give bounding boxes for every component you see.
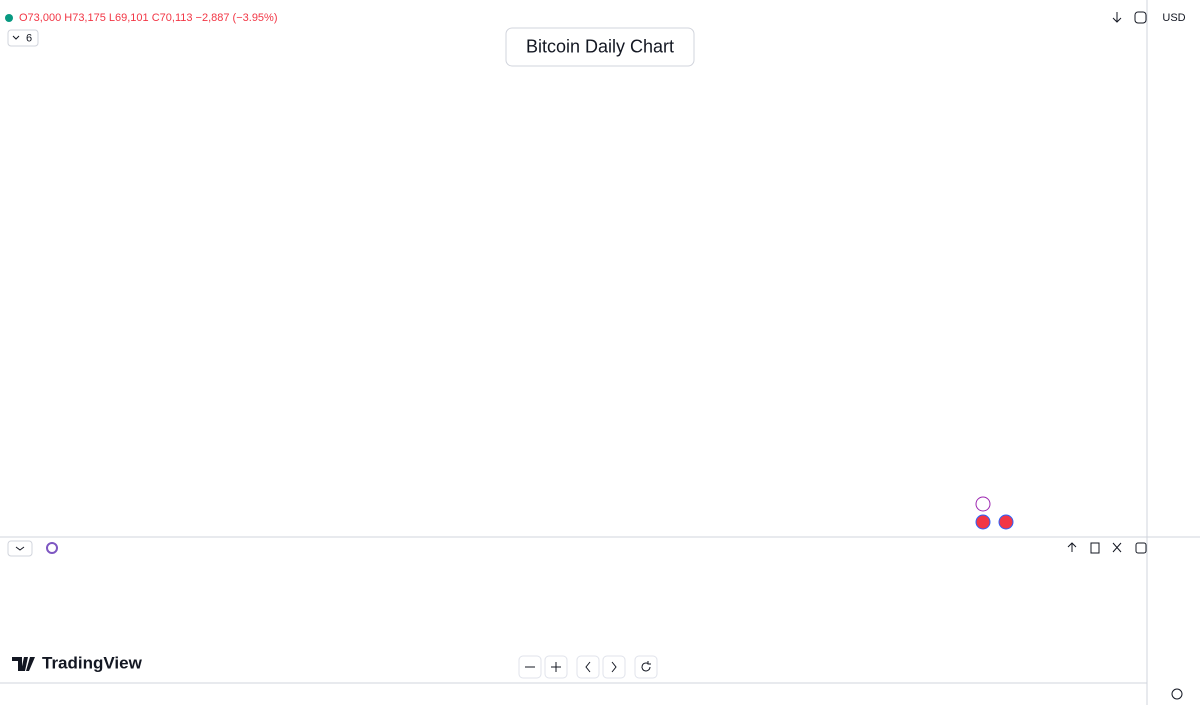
zoom-in-icon bbox=[551, 662, 561, 672]
brand-name: TradingView bbox=[42, 653, 143, 672]
maximize-button[interactable] bbox=[1135, 542, 1147, 554]
reset-icon bbox=[641, 661, 651, 672]
status-dot bbox=[5, 14, 13, 22]
chevron-icon bbox=[12, 35, 20, 40]
brand-logo bbox=[12, 657, 35, 671]
navigation-toolbar bbox=[518, 655, 658, 679]
pane-controls bbox=[1067, 542, 1147, 554]
event-icon[interactable] bbox=[998, 514, 1014, 530]
title-background bbox=[505, 27, 695, 67]
scroll-right-icon bbox=[611, 661, 617, 673]
currency-label[interactable]: USD bbox=[1162, 12, 1185, 24]
settings-icon bbox=[1171, 688, 1183, 700]
ohlc-legend: O73,000 H73,175 L69,101 C70,113 −2,887 (… bbox=[19, 12, 278, 24]
download-icon bbox=[1112, 12, 1122, 23]
chart-title: Bitcoin Daily Chart bbox=[526, 36, 674, 56]
reset-button[interactable] bbox=[634, 655, 658, 679]
event-icons bbox=[975, 496, 1014, 530]
indicator-count: 6 bbox=[26, 32, 32, 44]
rsi-toggle-box[interactable] bbox=[7, 540, 33, 557]
indicator-icon bbox=[46, 542, 58, 554]
brand: TradingView bbox=[12, 653, 143, 672]
delete-button[interactable] bbox=[1090, 542, 1100, 554]
fullscreen-button[interactable] bbox=[1134, 11, 1147, 24]
event-icon[interactable] bbox=[975, 496, 991, 512]
move-up-button[interactable] bbox=[1067, 542, 1077, 552]
collapse-button[interactable] bbox=[1112, 542, 1122, 553]
scroll-left-icon bbox=[585, 661, 591, 673]
fullscreen-icon bbox=[1134, 11, 1147, 24]
settings-button[interactable] bbox=[1171, 688, 1183, 700]
indicator-toggle[interactable]: 6 bbox=[7, 29, 39, 47]
rsi-toggle[interactable] bbox=[7, 540, 58, 557]
title-box: Bitcoin Daily Chart bbox=[505, 27, 695, 67]
event-icon[interactable] bbox=[975, 514, 991, 530]
scroll-right-button[interactable] bbox=[602, 655, 626, 679]
indicator-toggle-box[interactable] bbox=[7, 29, 39, 47]
download-button[interactable] bbox=[1112, 12, 1122, 23]
chevron-icon bbox=[15, 546, 25, 551]
scroll-left-button[interactable] bbox=[576, 655, 600, 679]
